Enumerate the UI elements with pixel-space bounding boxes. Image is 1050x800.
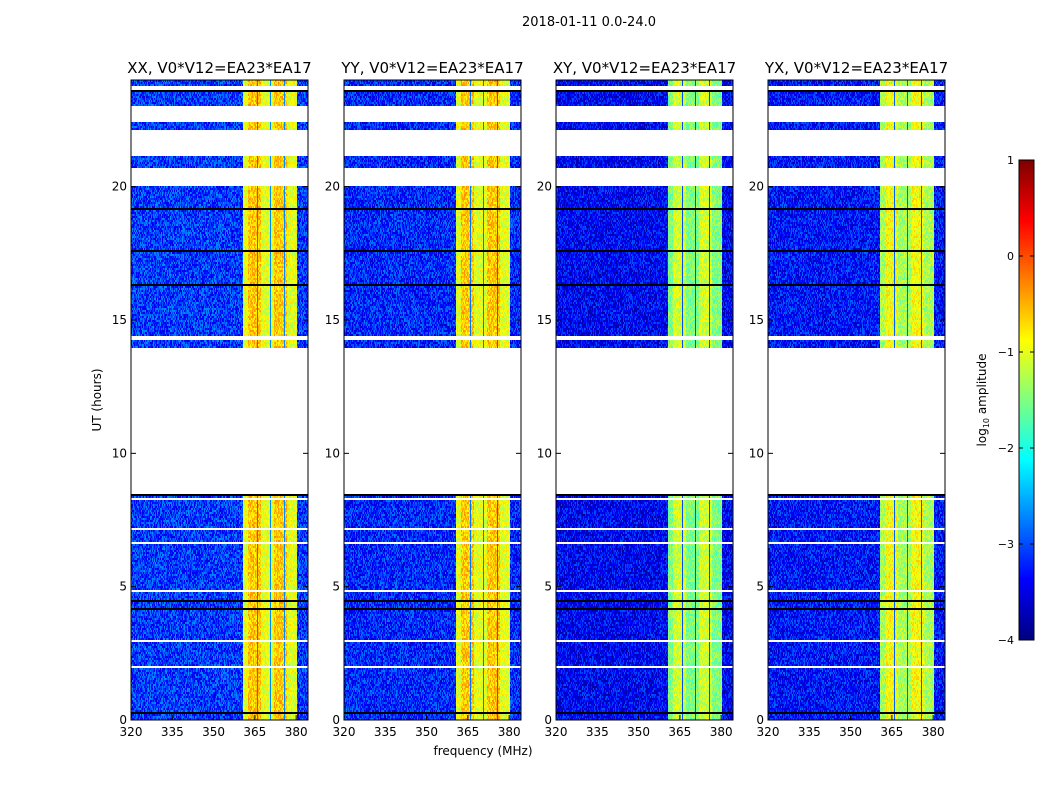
y-tick-label: 15	[112, 313, 127, 327]
x-tick-label: 365	[456, 725, 479, 739]
y-tick-label: 0	[119, 713, 127, 727]
colorbar-tick-label: −3	[998, 538, 1014, 551]
x-tick-label: 320	[545, 725, 568, 739]
heatmap-yy	[344, 80, 521, 720]
x-tick-label: 380	[710, 725, 733, 739]
colorbar-tick-label: 1	[1007, 154, 1014, 167]
y-tick-label: 15	[749, 313, 764, 327]
y-tick-label: 5	[756, 580, 764, 594]
x-tick-label: 365	[243, 725, 266, 739]
heatmap-yx	[768, 80, 945, 720]
panel-frame	[555, 79, 734, 721]
x-tick-label: 335	[798, 725, 821, 739]
colorbar-frame	[1018, 159, 1035, 641]
y-tick-label: 5	[332, 580, 340, 594]
y-tick-label: 5	[544, 580, 552, 594]
colorbar-tick-label: 0	[1007, 250, 1014, 263]
y-tick-label: 10	[537, 446, 552, 460]
y-tick-label: 0	[756, 713, 764, 727]
x-tick-label: 320	[757, 725, 780, 739]
x-tick-label: 365	[668, 725, 691, 739]
x-tick-label: 350	[839, 725, 862, 739]
panel-title: XX, V0*V12=EA23*EA17	[127, 59, 311, 77]
y-tick-label: 20	[112, 180, 127, 194]
x-axis-label: frequency (MHz)	[433, 744, 532, 758]
colorbar-tick-label: −2	[998, 442, 1014, 455]
x-tick-label: 350	[415, 725, 438, 739]
x-tick-label: 335	[586, 725, 609, 739]
heatmap-xy	[556, 80, 733, 720]
colorbar-tick-label: −1	[998, 346, 1014, 359]
panel-frame	[130, 79, 309, 721]
y-axis-label: UT (hours)	[90, 368, 104, 431]
x-tick-label: 320	[120, 725, 143, 739]
y-tick-label: 20	[537, 180, 552, 194]
colorbar	[1019, 160, 1034, 640]
y-tick-label: 20	[325, 180, 340, 194]
y-tick-label: 20	[749, 180, 764, 194]
x-tick-label: 380	[922, 725, 945, 739]
x-tick-label: 365	[880, 725, 903, 739]
y-tick-label: 0	[544, 713, 552, 727]
x-tick-label: 380	[285, 725, 308, 739]
x-tick-label: 380	[498, 725, 521, 739]
x-tick-label: 335	[161, 725, 184, 739]
y-tick-label: 10	[749, 446, 764, 460]
x-tick-label: 350	[202, 725, 225, 739]
panel-frame	[767, 79, 946, 721]
y-tick-label: 15	[325, 313, 340, 327]
panel-title: YY, V0*V12=EA23*EA17	[340, 59, 523, 77]
colorbar-label-sub: 10	[982, 418, 991, 428]
y-tick-label: 0	[332, 713, 340, 727]
y-tick-label: 15	[537, 313, 552, 327]
y-tick-label: 10	[112, 446, 127, 460]
colorbar-label-log: log	[975, 428, 989, 446]
x-tick-label: 320	[333, 725, 356, 739]
colorbar-tick-label: −4	[998, 634, 1014, 647]
x-tick-label: 350	[627, 725, 650, 739]
colorbar-label-suffix: amplitude	[975, 354, 989, 418]
heatmap-xx	[131, 80, 308, 720]
panel-frame	[343, 79, 522, 721]
y-tick-label: 10	[325, 446, 340, 460]
panel-title: XY, V0*V12=EA23*EA17	[553, 59, 736, 77]
panel-title: YX, V0*V12=EA23*EA17	[764, 59, 948, 77]
x-tick-label: 335	[374, 725, 397, 739]
y-tick-label: 5	[119, 580, 127, 594]
figure-title: 2018-01-11 0.0-24.0	[522, 15, 656, 30]
colorbar-label: log10 amplitude	[975, 354, 991, 447]
